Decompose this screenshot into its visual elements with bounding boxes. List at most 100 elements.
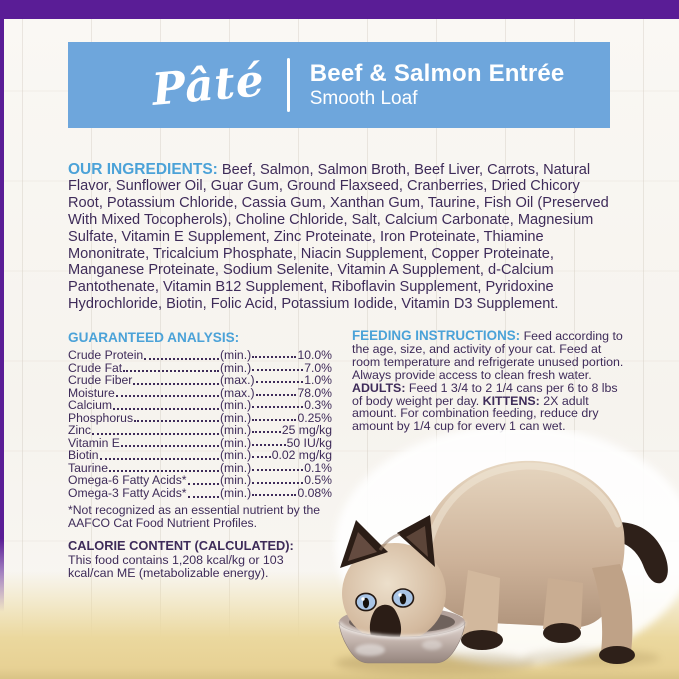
analysis-row-left: Biotin <box>68 448 220 462</box>
dot-leader <box>252 456 271 459</box>
feeding-instructions-section: FEEDING INSTRUCTIONS: Feed according to … <box>352 328 630 433</box>
dot-leader <box>133 382 219 385</box>
dot-leader <box>252 406 304 409</box>
analysis-row-left: Taurine <box>68 461 220 475</box>
analysis-basis: (min.) <box>220 398 252 413</box>
dot-leader <box>123 370 219 373</box>
ingredients-paragraph: OUR INGREDIENTS: Beef, Salmon, Salmon Br… <box>68 160 615 313</box>
analysis-row-left: Crude Fat <box>68 361 220 375</box>
analysis-nutrient-label: Moisture <box>68 385 115 400</box>
analysis-basis: (min.) <box>220 360 252 375</box>
dot-leader <box>255 393 297 396</box>
cat-nose-mask <box>369 604 402 639</box>
analysis-row: Crude Fat (min.) 7.0% <box>68 360 332 375</box>
analysis-basis: (min.) <box>220 435 252 450</box>
dot-leader <box>99 457 219 460</box>
analysis-value: 0.25% <box>297 410 332 425</box>
analysis-value: 25 mg/kg <box>281 423 332 438</box>
analysis-basis: (min.) <box>220 448 252 463</box>
analysis-row-left: Vitamin E <box>68 436 220 450</box>
cat-left-eye <box>355 592 377 612</box>
ingredients-text: Beef, Salmon, Salmon Broth, Beef Liver, … <box>68 161 609 312</box>
kitten-photo <box>335 430 679 674</box>
analysis-basis: (min.) <box>220 460 252 475</box>
banner-text: Beef & Salmon Entrée Smooth Loaf <box>310 61 565 109</box>
analysis-row: Zinc (min.) 25 mg/kg <box>68 423 332 438</box>
cat-front-paw <box>461 630 503 650</box>
product-subtitle: Smooth Loaf <box>309 88 418 110</box>
analysis-basis: (min.) <box>220 423 252 438</box>
feeding-instructions-heading: FEEDING INSTRUCTIONS: <box>352 328 521 343</box>
analysis-row: Crude Fiber (max.) 1.0% <box>68 373 332 387</box>
dot-leader <box>144 357 219 360</box>
guaranteed-analysis-heading: GUARANTEED ANALYSIS: <box>68 330 240 345</box>
analysis-row-left: Moisture <box>68 386 220 400</box>
adults-label: ADULTS: <box>352 380 406 395</box>
analysis-row: Biotin (min.) 0.02 mg/kg <box>68 448 332 463</box>
cat-left-ear-inner <box>348 532 377 561</box>
left-border-stripe <box>0 0 4 612</box>
dot-leader <box>187 495 219 498</box>
dot-leader <box>92 432 219 435</box>
dot-leader <box>108 470 219 473</box>
analysis-value: 0.5% <box>304 473 332 488</box>
analysis-nutrient-label: Calcium <box>68 398 113 413</box>
cat-forehead-marking <box>378 532 401 551</box>
dot-leader <box>115 395 219 398</box>
analysis-row-left: Crude Fiber <box>68 373 220 387</box>
cat-back-highlight <box>424 462 622 552</box>
dot-leader <box>252 468 304 471</box>
dot-leader <box>252 481 304 484</box>
cat-hind-paw <box>599 646 635 664</box>
bowl-rim-highlight <box>338 621 466 639</box>
analysis-value: 0.08% <box>297 486 332 501</box>
dot-leader <box>120 445 219 448</box>
analysis-basis: (min.) <box>220 486 252 501</box>
cat-right-eye <box>391 588 415 608</box>
dot-leader <box>134 420 219 423</box>
analysis-row-left: Omega-3 Fatty Acids* <box>68 486 220 500</box>
analysis-basis: (min.) <box>220 348 252 362</box>
analysis-row-left: Omega-6 Fatty Acids* <box>68 473 220 487</box>
dot-leader <box>252 494 297 497</box>
dot-leader <box>113 407 219 410</box>
analysis-row: Crude Protein (min.) 10.0% <box>68 348 332 362</box>
bowl-specular-right <box>422 640 442 650</box>
pate-script-word: Pâté <box>149 54 267 116</box>
analysis-nutrient-label: Crude Fat <box>68 360 123 375</box>
guaranteed-analysis-section: GUARANTEED ANALYSIS: Crude Protein (min.)… <box>68 330 332 580</box>
kittens-label: KITTENS: <box>482 393 540 408</box>
analysis-nutrient-label: Phosphorus <box>68 410 134 425</box>
dot-leader <box>252 443 286 446</box>
analysis-row: Taurine (min.) 0.1% <box>68 460 332 475</box>
analysis-row: Calcium (min.) 0.3% <box>68 398 332 413</box>
calorie-content-text: This food contains 1,208 kcal/kg or 103 … <box>68 552 284 580</box>
feeding-intro-text: Feed according to the age, size, and act… <box>352 329 624 382</box>
analysis-value: 78.0% <box>297 385 332 400</box>
product-banner: Pâté Beef & Salmon Entrée Smooth Loaf <box>68 42 610 128</box>
analysis-row: Omega-3 Fatty Acids* (min.) 0.08% <box>68 486 332 501</box>
analysis-row-left: Crude Protein <box>68 348 220 362</box>
analysis-row-left: Phosphorus <box>68 411 220 425</box>
analysis-nutrient-label: Omega-6 Fatty Acids* <box>68 473 187 488</box>
analysis-nutrient-label: Zinc <box>68 423 92 438</box>
analysis-basis: (min.) <box>220 473 252 488</box>
analysis-value: 0.3% <box>304 398 332 413</box>
analysis-row: Vitamin E (min.) 50 IU/kg <box>68 435 332 450</box>
ingredients-heading: OUR INGREDIENTS: <box>68 160 218 178</box>
cat-mid-paw <box>543 623 581 643</box>
calorie-content-heading: CALORIE CONTENT (CALCULATED): <box>68 537 294 553</box>
dot-leader <box>187 482 219 485</box>
analysis-value: 7.0% <box>304 360 332 375</box>
analysis-footnote: *Not recognized as an essential nutrient… <box>68 502 321 530</box>
analysis-basis: (min.) <box>220 410 252 425</box>
analysis-row: Omega-6 Fatty Acids* (min.) 0.5% <box>68 473 332 488</box>
analysis-value: 0.02 mg/kg <box>271 448 332 463</box>
guaranteed-analysis-rows: Crude Protein (min.) 10.0% Crude Fat (min.) 7… <box>68 348 332 501</box>
analysis-basis: (max.) <box>220 385 255 400</box>
dot-leader <box>252 431 281 434</box>
analysis-nutrient-label: Taurine <box>68 460 108 475</box>
bowl-specular-left <box>355 644 385 656</box>
cat-shadow-rear <box>524 649 660 667</box>
feeding-instructions-paragraph: FEEDING INSTRUCTIONS: Feed according to … <box>352 328 630 433</box>
